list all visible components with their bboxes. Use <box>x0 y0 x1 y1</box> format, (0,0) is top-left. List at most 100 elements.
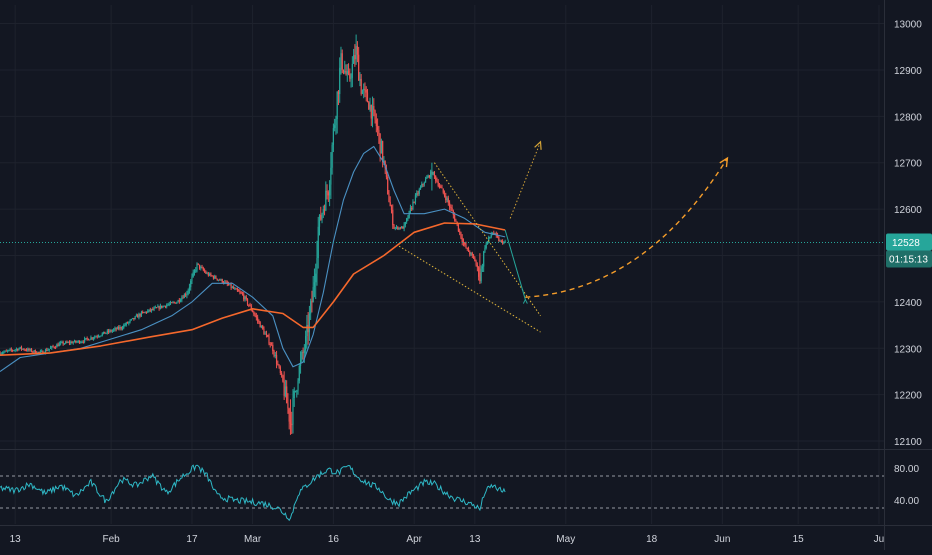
candle <box>376 118 379 137</box>
candle <box>299 351 302 374</box>
candle <box>96 334 98 339</box>
drawings <box>0 140 884 333</box>
candle <box>20 345 23 351</box>
candle-body <box>478 267 480 277</box>
candle <box>347 63 350 76</box>
candle <box>301 350 303 363</box>
candle-body <box>100 335 102 337</box>
candle <box>452 209 454 219</box>
candle-body <box>18 348 20 351</box>
candle <box>302 347 304 360</box>
candle <box>342 69 345 75</box>
candle <box>110 329 112 333</box>
candle <box>52 344 54 348</box>
candle-body <box>294 390 297 392</box>
candle <box>478 266 480 281</box>
candle <box>413 201 415 204</box>
candle-body <box>227 284 230 286</box>
candle <box>433 171 436 179</box>
candle <box>364 82 366 98</box>
candle-body <box>30 349 33 352</box>
candle-body <box>75 340 77 343</box>
candle <box>106 329 108 335</box>
candle-body <box>162 305 164 308</box>
candle-body <box>206 273 208 275</box>
candle-body <box>349 73 351 79</box>
candle <box>374 109 376 124</box>
candle <box>195 267 197 273</box>
candle-body <box>241 293 244 295</box>
curved-target-arrow <box>525 157 729 298</box>
candle-body <box>279 367 281 373</box>
candle <box>298 363 300 384</box>
candle <box>293 387 295 407</box>
candle-body <box>502 240 504 244</box>
candle-body <box>504 241 506 243</box>
candle-body <box>144 311 146 313</box>
candle-body <box>287 403 289 409</box>
candle <box>437 179 439 188</box>
candle-body <box>17 348 19 351</box>
candle <box>238 288 240 292</box>
candle-body <box>94 336 96 338</box>
candle-body <box>379 133 381 154</box>
candle <box>123 323 125 330</box>
candle-body <box>216 278 218 280</box>
moving-average-orange <box>0 222 506 356</box>
candle-body <box>209 273 211 276</box>
candle-body <box>133 317 135 320</box>
candle <box>101 332 103 337</box>
candle-body <box>354 55 356 60</box>
candle <box>316 240 318 286</box>
candle-body <box>155 307 158 309</box>
candle-body <box>291 423 293 425</box>
candle <box>6 349 9 353</box>
candle-body <box>66 341 68 343</box>
candle <box>190 279 192 291</box>
candle <box>137 313 139 318</box>
projection-end <box>522 298 528 304</box>
candle-body <box>345 70 347 75</box>
candle <box>469 250 471 257</box>
candle <box>327 190 329 202</box>
candle-body <box>402 226 404 229</box>
candle-body <box>267 334 269 337</box>
candle-body <box>91 337 93 339</box>
candle <box>15 347 18 352</box>
moving-averages <box>0 145 506 372</box>
candle <box>306 314 308 349</box>
candle-body <box>115 328 117 330</box>
candle-body <box>387 176 389 195</box>
candle <box>169 300 172 306</box>
candle <box>81 340 83 344</box>
candle <box>233 285 235 290</box>
candle-body <box>108 330 110 332</box>
candle-body <box>114 328 116 330</box>
candle-body <box>433 171 436 176</box>
candle <box>92 336 95 341</box>
candle-body <box>20 346 23 350</box>
candle <box>368 100 370 110</box>
candle <box>406 217 408 224</box>
candle-body <box>104 331 106 334</box>
candle-body <box>347 71 350 74</box>
candle-body <box>215 276 217 279</box>
time-tick-label: 15 <box>793 534 805 545</box>
candle <box>118 325 120 331</box>
candle-body <box>129 320 131 322</box>
candle <box>488 235 490 244</box>
candle-body <box>292 398 294 425</box>
candle <box>445 192 447 203</box>
candle-body <box>489 236 491 238</box>
candle <box>440 184 442 189</box>
candle <box>265 330 268 338</box>
curved-target-arrow-head <box>719 156 729 168</box>
candle-body <box>167 304 169 306</box>
candle-body <box>217 279 220 281</box>
candle <box>359 72 361 87</box>
candle <box>129 319 131 324</box>
candle-body <box>293 390 295 399</box>
candle-body <box>157 306 159 308</box>
candle-body <box>176 302 178 304</box>
